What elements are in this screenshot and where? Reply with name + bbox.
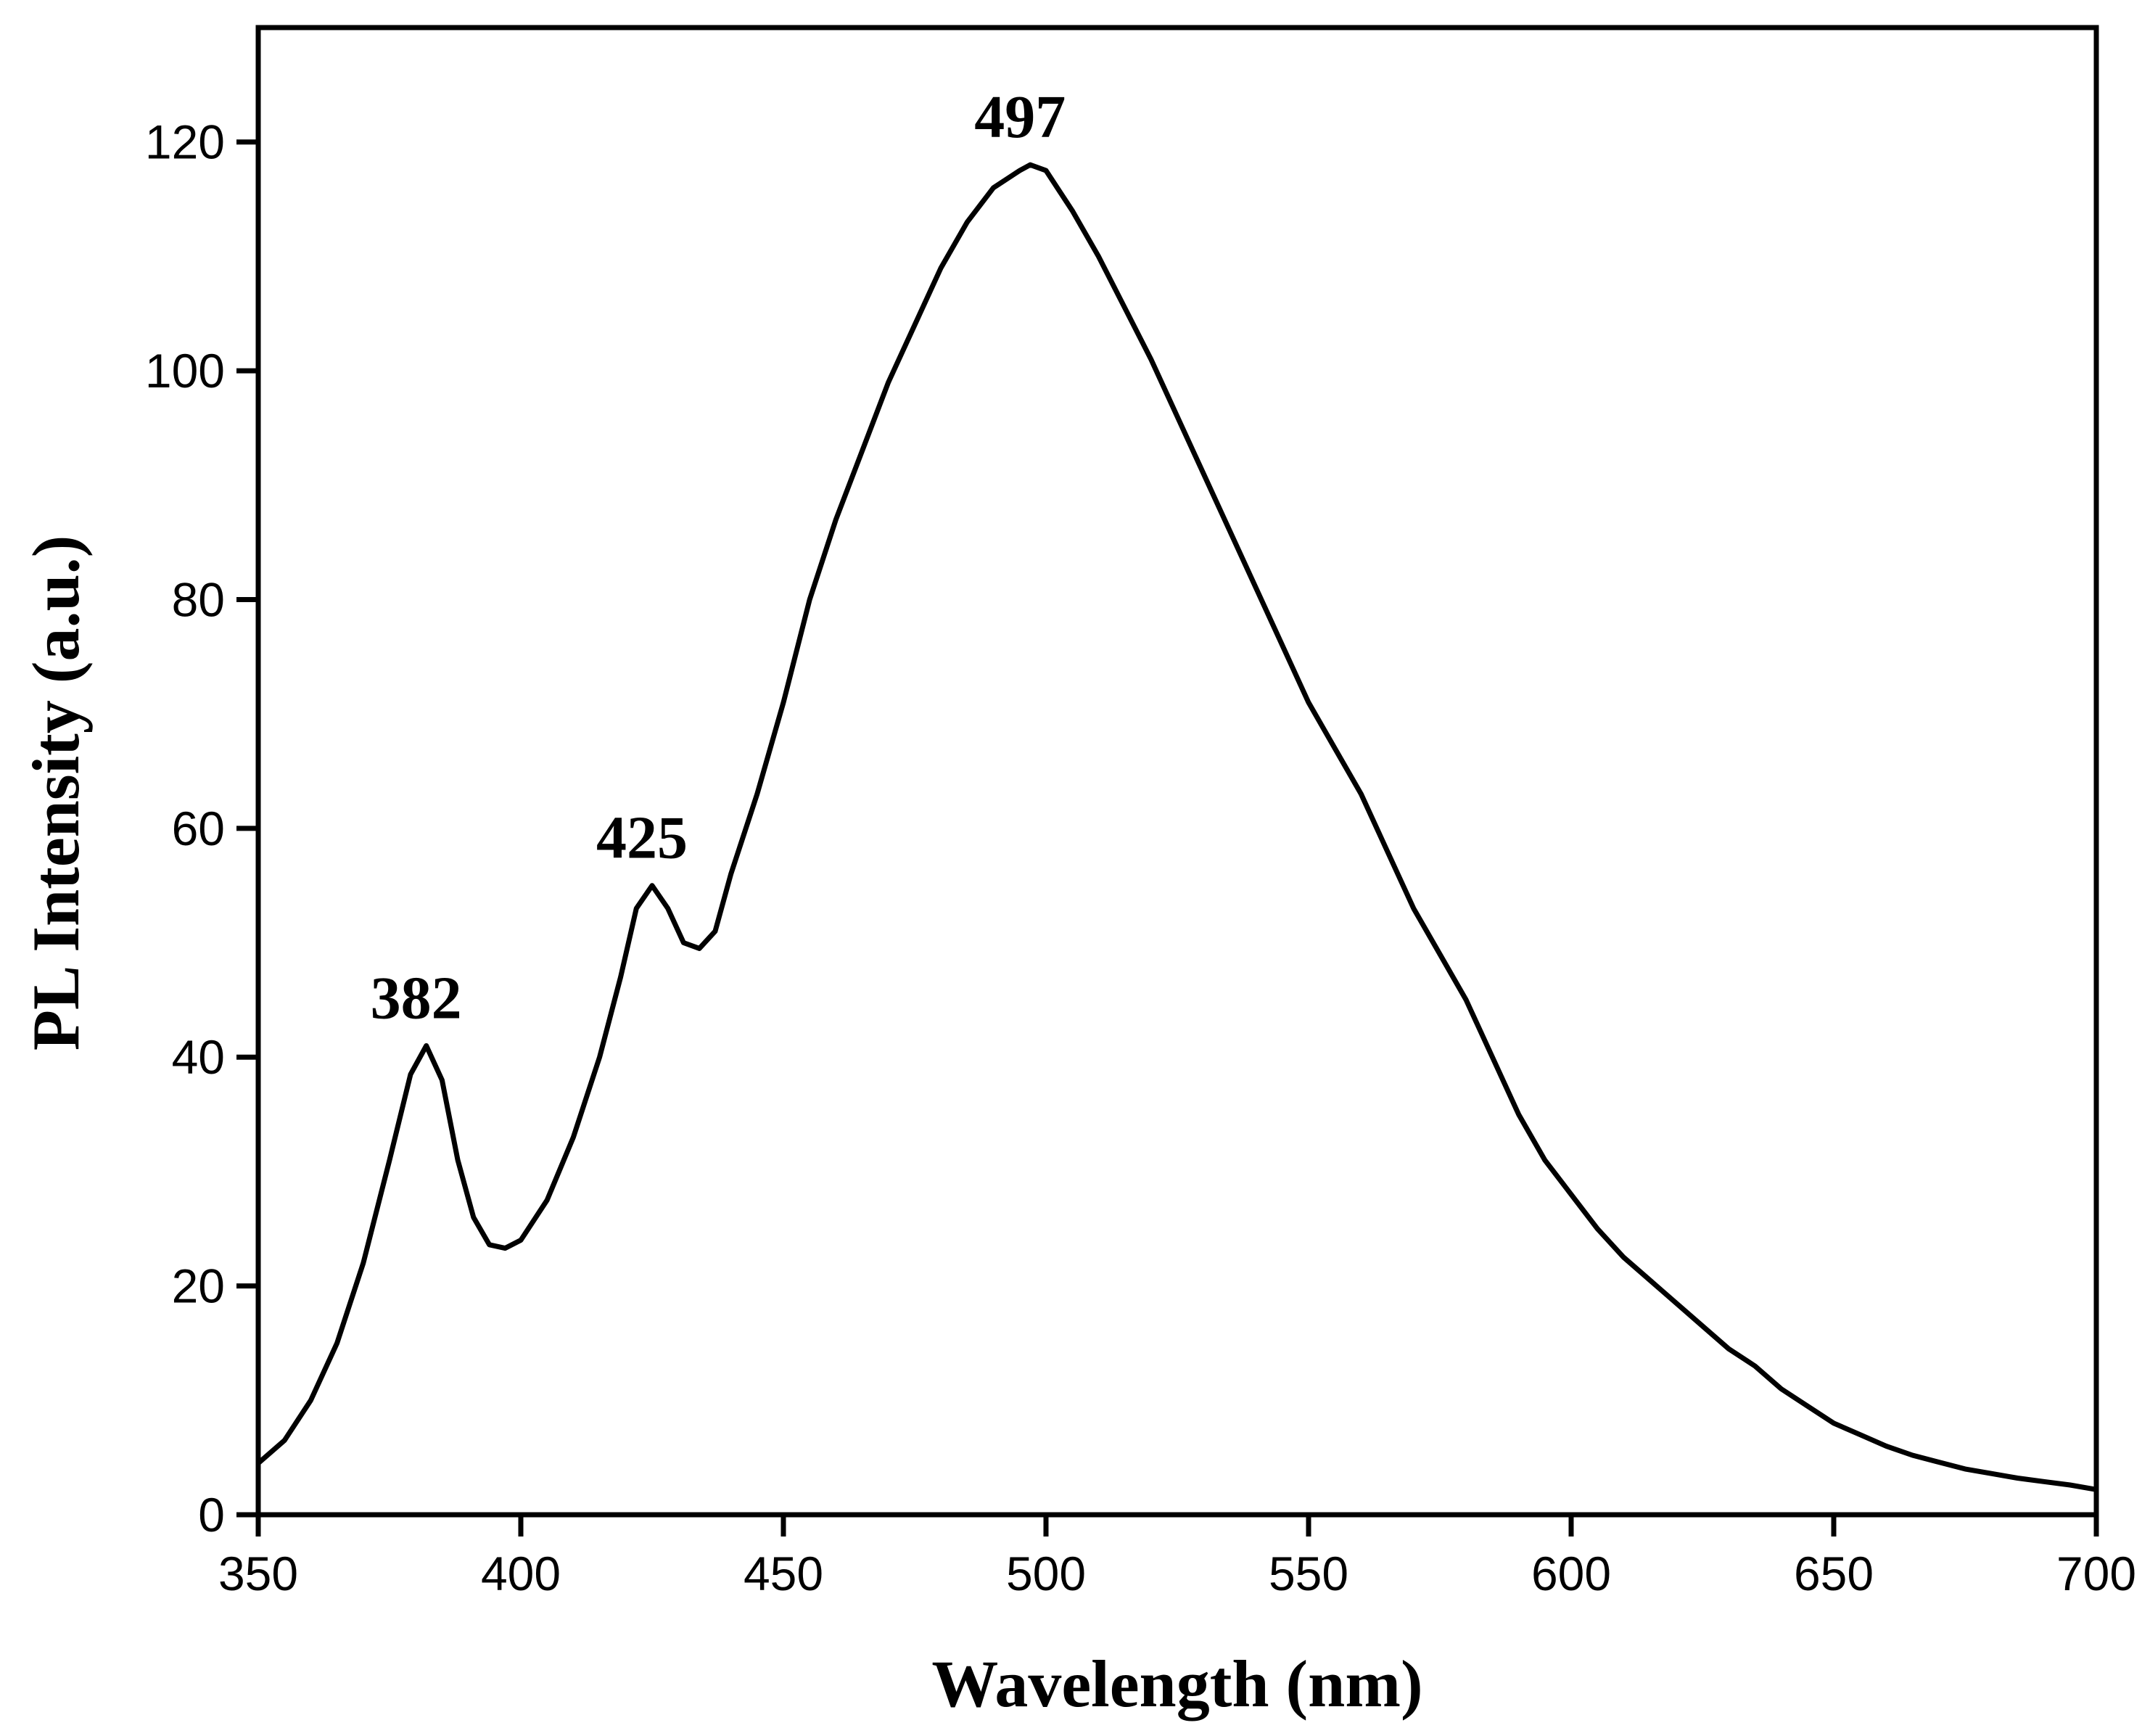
y-axis-ticks: 0 20 40 60 80 100 120 <box>145 115 258 1542</box>
y-tick-label: 120 <box>145 115 225 169</box>
y-tick-label: 20 <box>172 1259 225 1313</box>
x-axis-title: Wavelength (nm) <box>931 1647 1422 1721</box>
y-axis-title: PL Intensity (a.u.) <box>19 535 93 1051</box>
peak-label: 382 <box>371 964 462 1032</box>
y-tick-label: 60 <box>172 802 225 855</box>
x-tick-label: 600 <box>1531 1547 1611 1600</box>
x-tick-label: 350 <box>218 1547 298 1600</box>
x-tick-label: 550 <box>1269 1547 1348 1600</box>
peak-annotations: 382 425 497 <box>371 83 1066 1032</box>
x-tick-label: 400 <box>481 1547 561 1600</box>
x-tick-label: 700 <box>2056 1547 2136 1600</box>
y-tick-label: 40 <box>172 1030 225 1084</box>
x-tick-label: 500 <box>1006 1547 1086 1600</box>
plot-border <box>255 25 2099 1518</box>
y-tick-label: 80 <box>172 572 225 626</box>
x-axis-ticks: 350 400 450 500 550 600 650 700 <box>218 1515 2136 1600</box>
y-tick-label: 100 <box>145 344 225 398</box>
plot-frame <box>255 25 2099 1518</box>
x-tick-label: 450 <box>744 1547 823 1600</box>
series-layer <box>255 162 2099 1492</box>
y-tick-label: 0 <box>198 1488 225 1542</box>
peak-label: 425 <box>596 805 688 872</box>
x-tick-label: 650 <box>1794 1547 1874 1600</box>
series-line <box>255 162 2099 1492</box>
peak-label: 497 <box>974 83 1066 151</box>
